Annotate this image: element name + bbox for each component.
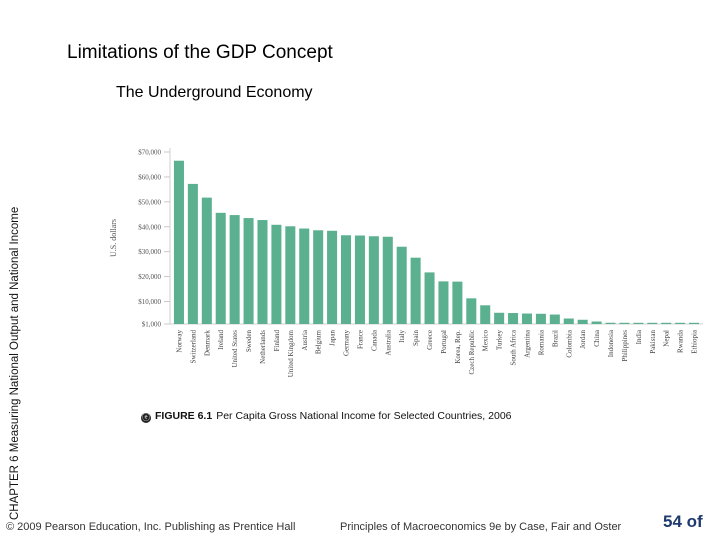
category-label: Spain [412,330,420,346]
category-label: Germany [343,330,351,357]
category-label: Pakistan [649,330,657,354]
bar [341,235,352,324]
category-label: Nepal [663,330,671,347]
book-footer: Principles of Macroeconomics 9e by Case,… [340,521,622,533]
bar [480,305,491,324]
bar [368,236,379,324]
category-label: China [593,329,601,347]
page-number: 54 of [663,512,703,531]
category-label: Finland [273,330,281,352]
category-label: Netherlands [259,330,267,364]
category-label: Japan [329,330,337,346]
category-label: Brazil [551,330,559,347]
bar [633,322,644,324]
category-label: Indonesia [607,329,615,357]
bar [299,228,310,324]
bar [452,281,463,324]
category-label: United Kingdom [287,329,295,377]
bar [494,312,505,324]
slide-title: Limitations of the GDP Concept [67,42,333,63]
bar [173,160,184,324]
chart-svg: $1,000 $10,000 $20,000 $30,000 $40,000 $50,00… [109,148,703,377]
bar [215,212,226,324]
copyright-footer: © 2009 Pearson Education, Inc. Publishin… [6,521,296,533]
y-tick-label: $10,000 [138,298,161,306]
bar [661,322,672,324]
category-label: Australia [384,329,392,356]
category-label: Ireland [217,330,225,350]
bar [313,230,324,324]
y-tick-label: $40,000 [138,223,161,231]
figure-caption: ⓔ FIGURE 6.1 Per Capita Gross National Inc… [141,410,512,423]
category-label: France [356,330,364,349]
category-label: United States [231,330,239,368]
bar [201,197,212,324]
econ-icon: ⓔ [141,413,151,423]
bar [327,230,338,324]
bar [591,321,602,324]
bar [647,322,658,324]
bar [257,220,268,324]
category-label: Switzerland [189,330,197,364]
bar [605,322,616,324]
bar [424,272,435,324]
category-label: Denmark [203,330,211,357]
y-axis-title: U.S. dollars [109,219,118,257]
chapter-side-label: CHAPTER 6 Measuring National Output and … [9,206,21,520]
bar [271,224,282,324]
category-label: Belgium [315,329,323,354]
slide-subtitle: The Underground Economy [116,84,313,101]
y-tick-label: $50,000 [138,198,161,206]
y-tick-label: $1,000 [142,321,162,329]
category-label: Argentina [523,329,531,358]
bar [675,322,686,324]
y-tick-label: $20,000 [138,273,161,281]
category-label: Greece [426,330,434,350]
category-label: Jordan [579,330,587,349]
bar [396,246,407,324]
bar [466,298,477,324]
bar [410,257,421,324]
category-label: Rwanda [677,329,685,353]
category-label: Turkey [496,330,504,350]
bar [243,218,254,324]
category-label: Korea, Rep. [454,330,462,364]
bar [689,322,700,324]
y-tick-label: $30,000 [138,248,161,256]
category-label: Ethiopia [691,329,699,354]
category-label: India [635,329,643,344]
category-label: Portugal [440,330,448,354]
bar [229,215,240,324]
category-label: Colombia [565,329,573,358]
bar [619,322,630,324]
bar [382,236,393,324]
category-label: Norway [175,330,183,353]
figure-caption-text: Per Capita Gross National Income for Sel… [216,410,512,422]
figure-number: FIGURE 6.1 [155,410,213,422]
category-label: South Africa [510,329,518,365]
y-tick-label: $70,000 [138,149,161,157]
y-tick-label: $60,000 [138,173,161,181]
category-label: Austria [301,329,309,351]
category-label: Romania [537,329,545,355]
bar [438,281,449,324]
category-label: Philippines [621,330,629,362]
category-label: Sweden [245,330,253,353]
category-label: Canada [370,329,378,351]
bar [549,314,560,324]
bar [508,313,519,324]
bar [187,183,198,324]
category-label: Mexico [482,330,490,352]
bar [535,313,546,324]
category-label: Czech Republic [468,330,476,375]
bar [285,226,296,324]
bar [563,318,574,324]
bar [577,319,588,324]
bar [521,313,532,324]
bar-chart: $1,000 $10,000 $20,000 $30,000 $40,000 $50,00… [100,138,710,390]
category-label: Italy [398,330,406,343]
bar [354,235,365,324]
